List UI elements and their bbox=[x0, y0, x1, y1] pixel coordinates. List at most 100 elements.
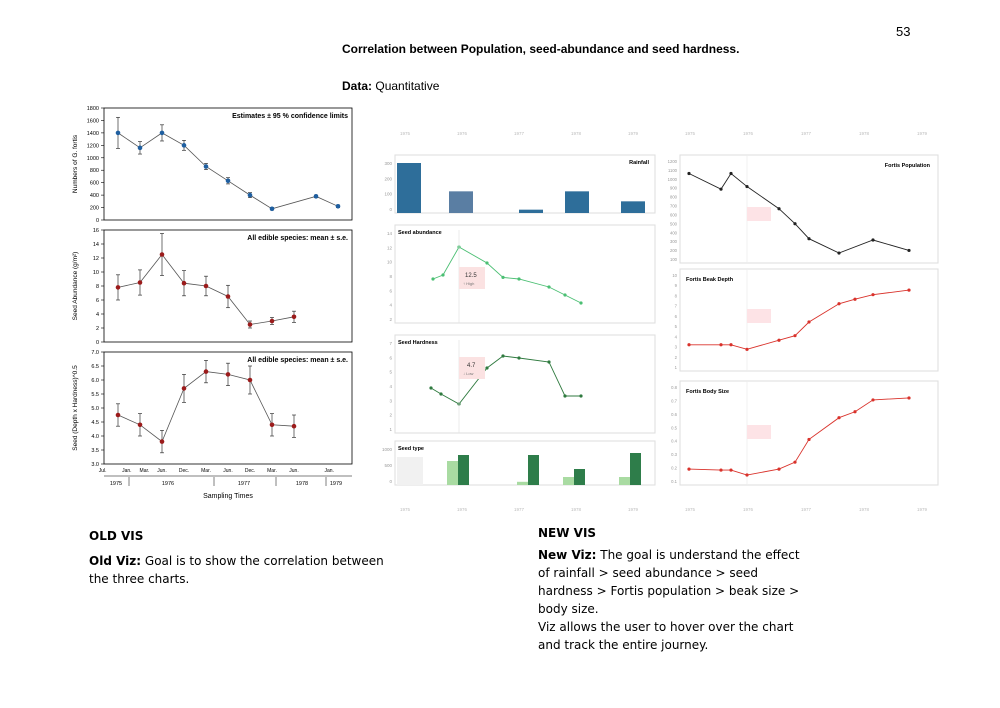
new-beak-hover-marker bbox=[747, 309, 771, 323]
old-xtick-label: Jan. bbox=[324, 468, 333, 474]
new-abundance-point bbox=[547, 285, 551, 289]
new-left-year-label: 1979 bbox=[628, 131, 639, 136]
old-xtick-label: Dec. bbox=[179, 468, 189, 474]
new-hardness-ytick-label: 3 bbox=[389, 398, 392, 403]
old-population-point bbox=[181, 143, 187, 148]
new-hardness-ytick-label: 6 bbox=[389, 355, 392, 360]
old-population-ytick-label: 0 bbox=[96, 218, 99, 224]
old-population-ytick-label: 600 bbox=[90, 181, 99, 187]
old-hardness-ytick-label: 5.5 bbox=[91, 392, 99, 398]
new-left-year-label: 1976 bbox=[457, 131, 468, 136]
old-hardness-point bbox=[269, 422, 275, 428]
new-abundance-point bbox=[441, 273, 445, 277]
new-beak-point bbox=[729, 343, 733, 347]
new-beak-point bbox=[687, 343, 691, 347]
new-beak-ytick-label: 3 bbox=[675, 345, 678, 350]
new-right-year-label: 1978 bbox=[859, 131, 870, 136]
new-seedtype-ytick-label: 1000 bbox=[382, 447, 393, 452]
old-abundance-ytick-label: 4 bbox=[96, 312, 99, 318]
new-population-ytick-label: 1000 bbox=[668, 177, 678, 182]
old-xtick-label: Dec. bbox=[245, 468, 255, 474]
new-rainfall-ytick-label: 100 bbox=[384, 192, 392, 197]
old-hardness-point bbox=[247, 377, 253, 383]
new-population-ytick-label: 200 bbox=[670, 248, 678, 253]
new-body-point bbox=[907, 396, 911, 400]
new-vis-description: New Viz: The goal is understand the effe… bbox=[538, 546, 808, 654]
old-abundance-point bbox=[247, 322, 253, 327]
new-population-point bbox=[745, 184, 749, 189]
new-population-ytick-label: 1100 bbox=[668, 168, 678, 173]
new-beak-point bbox=[871, 293, 875, 297]
abundance-tooltip-note: ↑ High bbox=[463, 281, 474, 286]
old-vis-body-text: Goal is to show the correlation between … bbox=[89, 554, 384, 586]
abundance-tooltip-value: 12.5 bbox=[465, 273, 477, 279]
new-rainfall-frame bbox=[394, 154, 656, 214]
new-beak-ytick-label: 9 bbox=[675, 283, 678, 288]
old-population-line bbox=[117, 132, 339, 210]
seedtype-light-bar bbox=[563, 477, 574, 485]
old-xtick-label: Mar. bbox=[267, 468, 277, 474]
new-left-year-label: 1978 bbox=[571, 131, 582, 136]
new-hardness-point bbox=[429, 386, 433, 390]
new-right-year-label: 1975 bbox=[685, 131, 696, 136]
old-population-title: Estimates ± 95 % confidence limits bbox=[232, 113, 348, 120]
old-hardness-ytick-label: 6.5 bbox=[91, 364, 99, 370]
new-beak-ytick-label: 5 bbox=[675, 324, 678, 329]
seedtype-light-bar bbox=[447, 461, 458, 485]
new-rainfall-title: Rainfall bbox=[629, 160, 649, 166]
new-hardness-ytick-label: 5 bbox=[389, 370, 392, 375]
new-abundance-ytick-label: 12 bbox=[387, 245, 393, 250]
new-beak-ytick-label: 4 bbox=[675, 334, 678, 339]
old-population-ytick-label: 200 bbox=[90, 206, 99, 212]
new-right-year-label: 1979 bbox=[917, 507, 928, 512]
old-abundance-point bbox=[137, 280, 143, 285]
old-population-point bbox=[115, 130, 121, 136]
old-hardness-ytick-label: 7.0 bbox=[91, 350, 99, 356]
new-abundance-point bbox=[563, 293, 567, 297]
new-beak-ytick-label: 10 bbox=[672, 273, 677, 278]
new-right-year-label: 1975 bbox=[685, 507, 696, 512]
new-right-year-label: 1977 bbox=[801, 131, 812, 136]
new-body-point bbox=[719, 468, 723, 472]
new-beak-frame bbox=[679, 268, 939, 372]
old-abundance-ytick-label: 6 bbox=[96, 298, 99, 304]
new-population-ytick-label: 800 bbox=[670, 195, 678, 200]
new-body-ytick-label: 0.4 bbox=[671, 439, 677, 444]
new-body-point bbox=[837, 416, 841, 420]
new-hardness-point bbox=[439, 392, 443, 396]
new-left-year-label: 1975 bbox=[400, 507, 411, 512]
new-left-year-label: 1978 bbox=[571, 507, 582, 512]
new-hardness-point bbox=[563, 394, 567, 398]
new-hardness-point bbox=[517, 356, 521, 360]
old-hardness-ytick-label: 3.5 bbox=[91, 448, 99, 454]
new-body-ytick-label: 0.7 bbox=[671, 398, 677, 403]
new-left-year-label: 1975 bbox=[400, 131, 411, 136]
hardness-tooltip bbox=[459, 357, 485, 379]
new-body-title: Fortis Body Size bbox=[686, 389, 729, 395]
new-population-ytick-label: 400 bbox=[670, 230, 678, 235]
new-abundance-ytick-label: 10 bbox=[387, 260, 393, 265]
new-population-ytick-label: 300 bbox=[670, 239, 678, 244]
new-right-year-label: 1977 bbox=[801, 507, 812, 512]
new-population-frame bbox=[679, 154, 939, 264]
hardness-tooltip-note: ↓ Low bbox=[463, 371, 474, 376]
new-population-ytick-label: 600 bbox=[670, 212, 678, 217]
new-hardness-frame bbox=[394, 334, 656, 434]
old-year-label: 1978 bbox=[296, 481, 308, 487]
new-seedtype-ytick-label: 500 bbox=[384, 463, 392, 468]
new-abundance-point bbox=[501, 275, 505, 279]
new-body-ytick-label: 0.3 bbox=[671, 452, 677, 457]
page-number: 53 bbox=[896, 24, 911, 39]
seedtype-dark-bar bbox=[458, 455, 469, 485]
new-population-ytick-label: 900 bbox=[670, 186, 678, 191]
new-body-ytick-label: 0.8 bbox=[671, 385, 677, 390]
new-seedtype-frame bbox=[394, 440, 656, 486]
new-abundance-ytick-label: 4 bbox=[389, 303, 392, 308]
new-body-ytick-label: 0.1 bbox=[671, 479, 677, 484]
new-population-point bbox=[777, 207, 781, 211]
rainfall-bar bbox=[565, 191, 589, 213]
data-label: Data: bbox=[342, 79, 373, 93]
new-left-year-label: 1977 bbox=[514, 131, 525, 136]
new-right-year-label: 1978 bbox=[859, 507, 870, 512]
old-vis-heading: OLD VIS bbox=[89, 529, 144, 543]
